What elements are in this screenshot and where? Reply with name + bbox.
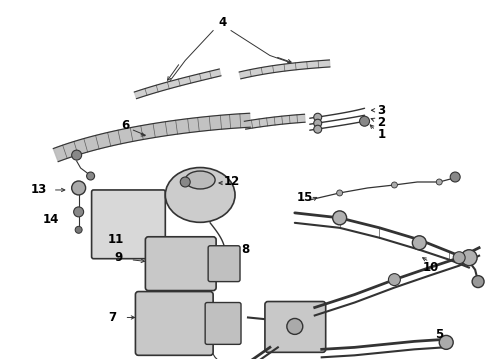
- Circle shape: [87, 172, 95, 180]
- Circle shape: [413, 236, 426, 250]
- Text: 11: 11: [107, 233, 123, 246]
- Circle shape: [453, 252, 465, 264]
- Text: 8: 8: [241, 243, 249, 256]
- Circle shape: [461, 250, 477, 266]
- Circle shape: [436, 179, 442, 185]
- Circle shape: [72, 181, 86, 195]
- FancyBboxPatch shape: [208, 246, 240, 282]
- Text: 10: 10: [423, 261, 440, 274]
- Circle shape: [74, 207, 84, 217]
- Polygon shape: [245, 114, 305, 129]
- Circle shape: [314, 119, 322, 127]
- Text: 9: 9: [114, 251, 122, 264]
- Circle shape: [287, 319, 303, 334]
- Ellipse shape: [185, 171, 215, 189]
- Text: 1: 1: [377, 128, 386, 141]
- Text: 12: 12: [224, 175, 240, 189]
- Circle shape: [333, 211, 346, 225]
- Circle shape: [314, 125, 322, 133]
- Text: 7: 7: [108, 311, 117, 324]
- FancyBboxPatch shape: [135, 292, 213, 355]
- Circle shape: [360, 116, 369, 126]
- Circle shape: [314, 113, 322, 121]
- Circle shape: [72, 150, 82, 160]
- Circle shape: [450, 172, 460, 182]
- Circle shape: [180, 177, 190, 187]
- Circle shape: [389, 274, 400, 285]
- Polygon shape: [53, 113, 250, 162]
- Text: 14: 14: [43, 213, 59, 226]
- Circle shape: [337, 190, 343, 196]
- Text: 15: 15: [296, 192, 313, 204]
- Polygon shape: [134, 69, 221, 99]
- Text: 6: 6: [122, 119, 129, 132]
- Text: 13: 13: [31, 184, 47, 197]
- Circle shape: [75, 226, 82, 233]
- Text: 3: 3: [377, 104, 386, 117]
- FancyBboxPatch shape: [146, 237, 216, 291]
- Ellipse shape: [165, 167, 235, 222]
- Text: 2: 2: [377, 116, 386, 129]
- FancyBboxPatch shape: [265, 302, 326, 352]
- Circle shape: [472, 276, 484, 288]
- Polygon shape: [239, 60, 330, 79]
- Text: 5: 5: [435, 328, 443, 341]
- Circle shape: [439, 336, 453, 349]
- FancyBboxPatch shape: [205, 302, 241, 345]
- FancyBboxPatch shape: [92, 190, 165, 259]
- Text: 4: 4: [218, 16, 226, 29]
- Circle shape: [392, 182, 397, 188]
